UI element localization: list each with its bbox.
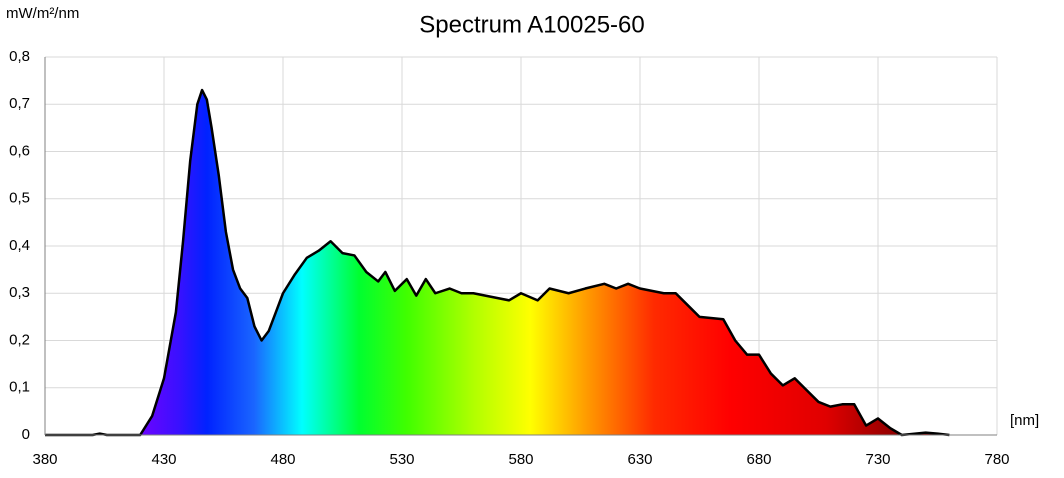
y-tick-label: 0,2 (9, 331, 30, 348)
x-tick-label: 630 (627, 451, 652, 468)
x-tick-label: 530 (389, 451, 414, 468)
y-tick-label: 0,8 (9, 48, 30, 65)
x-tick-label: 780 (984, 451, 1009, 468)
x-tick-label: 380 (32, 451, 57, 468)
x-tick-label: 480 (270, 451, 295, 468)
y-tick-label: 0,1 (9, 379, 30, 396)
y-tick-label: 0,4 (9, 237, 30, 254)
y-tick-label: 0,6 (9, 142, 30, 159)
chart-title: Spectrum A10025-60 (419, 11, 644, 38)
y-tick-label: 0,5 (9, 190, 30, 207)
x-tick-label: 680 (746, 451, 771, 468)
x-tick-label: 730 (865, 451, 890, 468)
x-tick-label: 430 (151, 451, 176, 468)
x-axis-label: [nm] (1010, 412, 1039, 429)
y-axis-label: mW/m²/nm (6, 5, 79, 22)
y-tick-label: 0 (22, 426, 30, 443)
y-tick-label: 0,3 (9, 284, 30, 301)
y-tick-label: 0,7 (9, 95, 30, 112)
spectrum-line (45, 88, 950, 437)
spectrum-area (45, 90, 950, 435)
x-tick-label: 580 (508, 451, 533, 468)
